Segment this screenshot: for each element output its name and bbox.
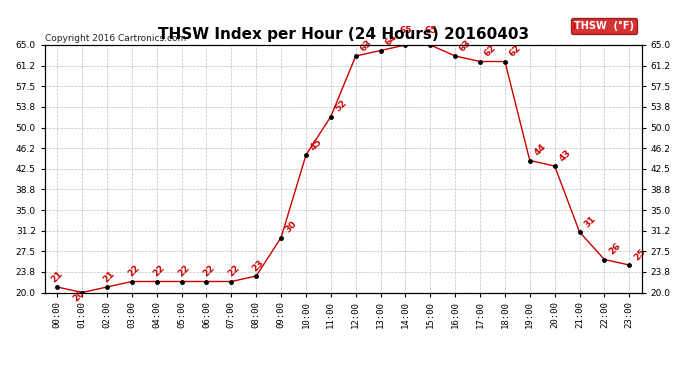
Text: 45: 45	[308, 137, 324, 152]
Text: 52: 52	[334, 99, 349, 114]
Text: 25: 25	[632, 247, 647, 262]
Text: 30: 30	[284, 220, 299, 235]
Text: 62: 62	[508, 44, 523, 59]
Text: 44: 44	[533, 142, 548, 158]
Text: 63: 63	[458, 38, 473, 53]
Text: 64: 64	[384, 32, 399, 48]
Text: 20: 20	[71, 288, 86, 304]
Text: 21: 21	[101, 269, 117, 284]
Text: 31: 31	[582, 214, 598, 229]
Text: 21: 21	[49, 269, 64, 284]
Title: THSW Index per Hour (24 Hours) 20160403: THSW Index per Hour (24 Hours) 20160403	[158, 27, 529, 42]
Text: 43: 43	[558, 148, 573, 163]
Text: 22: 22	[176, 264, 191, 279]
Text: Copyright 2016 Cartronics.com: Copyright 2016 Cartronics.com	[45, 33, 186, 42]
Text: 62: 62	[483, 44, 498, 59]
Text: 23: 23	[250, 258, 266, 273]
Text: 22: 22	[126, 264, 141, 279]
Text: 65: 65	[400, 26, 413, 35]
Text: 63: 63	[359, 38, 374, 53]
Text: 22: 22	[226, 264, 241, 279]
Text: 26: 26	[607, 242, 622, 257]
Text: 22: 22	[151, 264, 166, 279]
Text: 22: 22	[201, 264, 216, 279]
Text: 65: 65	[425, 26, 437, 35]
Legend: THSW  (°F): THSW (°F)	[571, 18, 637, 34]
